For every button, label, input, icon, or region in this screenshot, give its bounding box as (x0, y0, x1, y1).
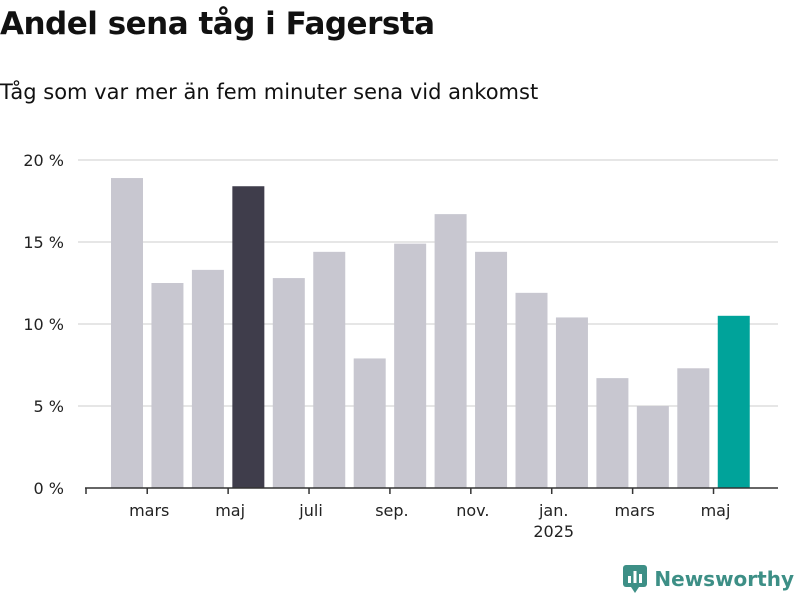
x-tick-label: maj (701, 501, 731, 520)
bar (636, 406, 669, 488)
bar (596, 378, 629, 488)
y-tick-label: 15 % (23, 233, 64, 252)
x-tick-label: juli (298, 501, 322, 520)
x-tick-sublabel: 2025 (533, 522, 574, 541)
bar (191, 269, 224, 488)
y-tick-label: 5 % (34, 397, 64, 416)
bar (677, 368, 710, 488)
x-tick-label: mars (129, 501, 169, 520)
bar (394, 243, 427, 488)
bar (232, 186, 265, 489)
chart-subtitle: Tåg som var mer än fem minuter sena vid … (0, 80, 539, 104)
bar (111, 178, 143, 488)
bar (555, 317, 588, 488)
bar (515, 292, 548, 488)
bar (475, 251, 508, 488)
y-tick-label: 20 % (23, 151, 64, 170)
x-tick-label: jan. (538, 501, 568, 520)
bar-chart: 0 % 5 % 10 % 15 % 20 % mars maj juli sep. nov. jan… (23, 151, 778, 541)
x-tick-label: sep. (375, 501, 408, 520)
bar (353, 358, 386, 488)
x-tick-label: nov. (456, 501, 489, 520)
x-tick-label: mars (614, 501, 654, 520)
y-tick-label: 10 % (23, 315, 64, 334)
bar (717, 315, 750, 488)
newsworthy-logo-icon (623, 565, 648, 593)
bar (151, 283, 184, 488)
x-tick-label: maj (215, 501, 245, 520)
newsworthy-logo-text: Newsworthy (654, 567, 794, 591)
chart-title: Andel sena tåg i Fagersta (0, 6, 435, 42)
bar (272, 278, 305, 488)
bar (313, 251, 346, 488)
bar (434, 214, 467, 488)
newsworthy-logo: Newsworthy (622, 564, 794, 594)
y-tick-label: 0 % (34, 479, 64, 498)
